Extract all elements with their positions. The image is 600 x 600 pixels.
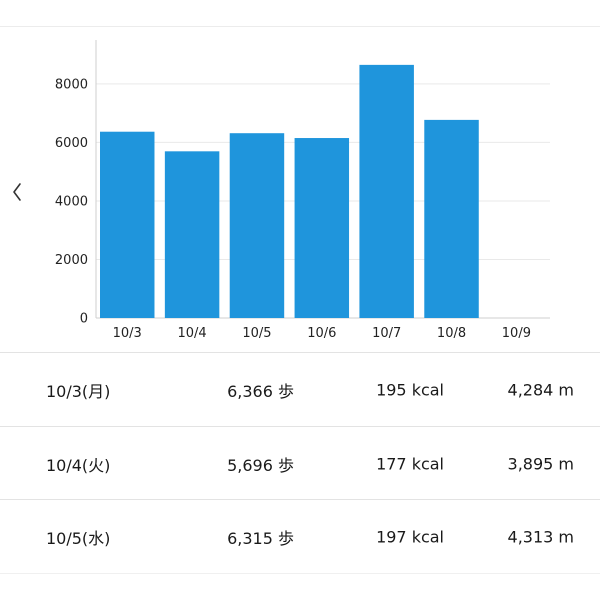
bar <box>229 133 285 318</box>
row-steps: 6,366 歩 <box>227 381 294 401</box>
y-tick-label: 2000 <box>55 253 88 268</box>
list-item[interactable]: 10/5(水) 6,315 歩 197 kcal 4,313 m <box>0 500 600 573</box>
y-tick-label: 8000 <box>55 77 88 92</box>
x-tick-label: 10/3 <box>113 326 142 341</box>
row-kcal: 177 kcal <box>376 454 444 473</box>
chevron-left-icon <box>13 183 21 201</box>
row-steps: 6,315 歩 <box>227 528 294 548</box>
row-divider <box>0 352 600 353</box>
bar <box>100 131 155 318</box>
bar <box>359 64 414 318</box>
x-tick-label: 10/9 <box>502 326 531 341</box>
row-kcal: 197 kcal <box>376 527 444 546</box>
steps-bar-chart: 0 2000 4000 6000 8000 10/3 10/4 10/5 10/6 10/7 10/… <box>55 40 550 341</box>
x-tick-label: 10/7 <box>372 326 401 341</box>
y-tick-label: 6000 <box>55 136 88 151</box>
top-divider <box>0 26 600 27</box>
x-tick-label: 10/4 <box>177 326 206 341</box>
row-divider <box>0 426 600 427</box>
row-steps: 5,696 歩 <box>227 455 294 475</box>
row-divider <box>0 499 600 500</box>
x-tick-label: 10/5 <box>242 326 271 341</box>
y-tick-label: 0 <box>80 312 88 327</box>
bar <box>294 138 350 318</box>
x-tick-label: 10/8 <box>437 326 466 341</box>
row-distance: 4,313 m <box>507 527 574 546</box>
steps-chart: 0 2000 4000 6000 8000 10/3 10/4 10/5 10/6 10/7 10/… <box>55 40 550 341</box>
bar <box>424 119 479 318</box>
list-item[interactable]: 10/4(火) 5,696 歩 177 kcal 3,895 m <box>0 427 600 500</box>
row-distance: 4,284 m <box>507 380 574 399</box>
row-divider <box>0 573 600 574</box>
row-date: 10/4(火) <box>46 455 111 475</box>
row-date: 10/5(水) <box>46 528 111 548</box>
x-tick-label: 10/6 <box>307 326 336 341</box>
bar <box>164 151 220 318</box>
row-date: 10/3(月) <box>46 381 111 401</box>
y-tick-label: 4000 <box>55 194 88 209</box>
back-button[interactable] <box>4 172 30 212</box>
row-distance: 3,895 m <box>507 454 574 473</box>
row-kcal: 195 kcal <box>376 380 444 399</box>
list-item[interactable]: 10/3(月) 6,366 歩 195 kcal 4,284 m <box>0 353 600 426</box>
